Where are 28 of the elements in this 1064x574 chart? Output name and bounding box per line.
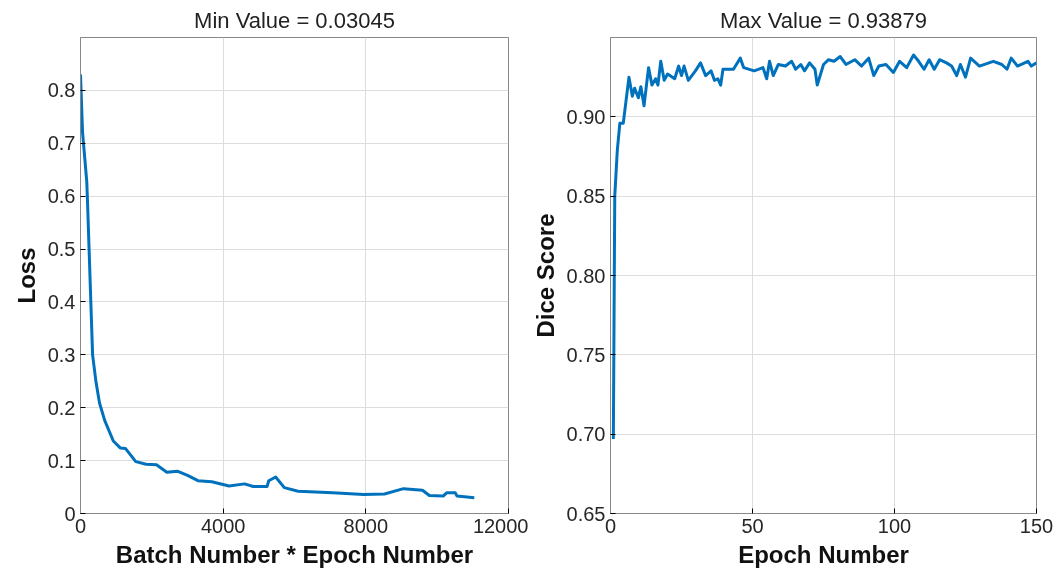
x-tick-label: 12000 [472,514,529,537]
y-tick-label: 0.90 [566,105,606,128]
chart-title: Max Value = 0.93879 [720,7,927,33]
x-tick-label: 50 [741,514,764,537]
y-tick-label: 0.65 [566,502,606,525]
x-tick-label: 8000 [343,514,389,537]
y-tick-label: 0.4 [47,290,76,313]
line-series [611,53,1037,441]
y-tick-label: 0.8 [47,79,76,102]
x-tick-label: 150 [1019,514,1054,537]
x-axis-title: Epoch Number [738,540,909,568]
y-tick-label: 0.2 [47,396,76,419]
y-tick-label: 0.7 [47,132,76,155]
y-axis-title: Loss [12,247,40,304]
y-tick-label: 0.70 [566,423,606,446]
y-tick-label: 0.6 [47,185,76,208]
y-tick-label: 0.5 [47,238,76,261]
y-tick-label: 0.1 [47,449,76,472]
x-tick-label: 4000 [200,514,246,537]
y-tick-label: 0.75 [566,343,606,366]
line-series [80,73,476,500]
y-tick-label: 0.85 [566,185,606,208]
y-axis-title: Dice Score [531,213,559,338]
y-tick-label: 0.3 [47,343,76,366]
chart-title: Min Value = 0.03045 [194,7,395,33]
x-axis-title: Batch Number * Epoch Number [115,540,474,568]
x-tick-label: 100 [877,514,912,537]
y-tick-label: 0.80 [566,264,606,287]
